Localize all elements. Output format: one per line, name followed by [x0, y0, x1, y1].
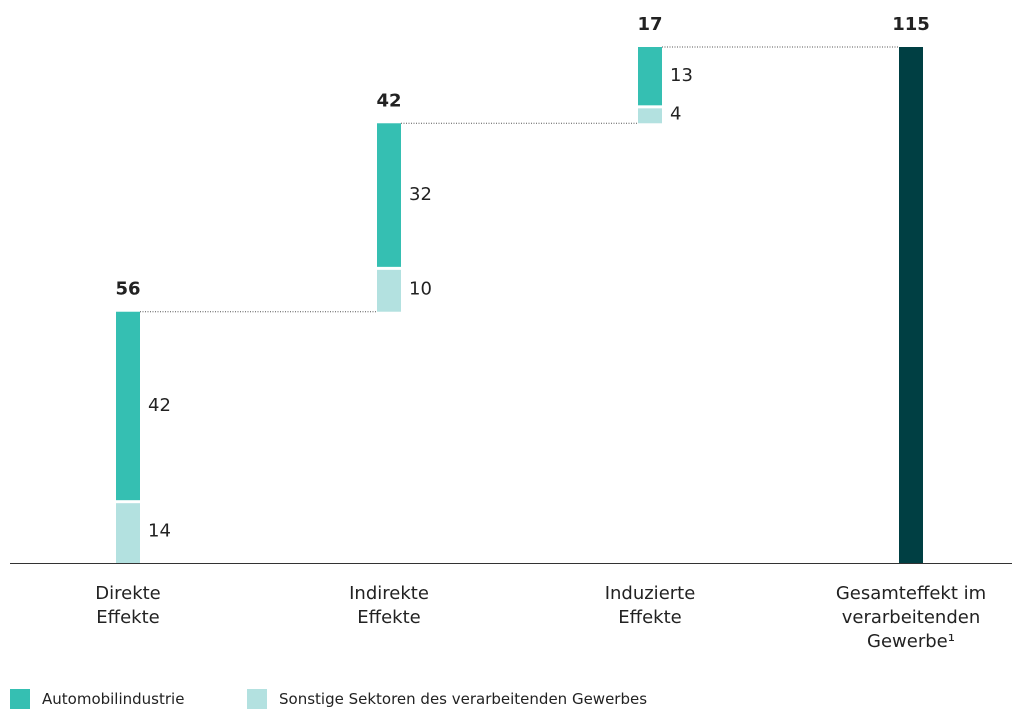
- value-label: 32: [409, 184, 432, 205]
- bar-segment: [116, 503, 140, 563]
- value-label: 4: [670, 103, 681, 124]
- value-label: 14: [148, 521, 171, 542]
- x-tick-label: Direkte Effekte: [95, 583, 161, 628]
- bar-segment: [377, 269, 401, 312]
- value-label: 13: [670, 65, 693, 86]
- bar-segment: [377, 123, 401, 267]
- total-bar: [899, 47, 923, 563]
- x-tick-label: Indirekte Effekte: [349, 583, 429, 628]
- bar-segment: [638, 108, 662, 124]
- legend-swatch: [10, 689, 30, 709]
- legend-item: Automobilindustrie: [10, 689, 184, 709]
- total-label: 17: [637, 14, 662, 35]
- legend-label: Sonstige Sektoren des verarbeitenden Gew…: [279, 690, 648, 708]
- bar-segment: [116, 311, 140, 501]
- value-label: 10: [409, 278, 432, 299]
- bar-segment: [638, 47, 662, 106]
- x-tick-label: Induzierte Effekte: [604, 583, 696, 628]
- legend-item: Sonstige Sektoren des verarbeitenden Gew…: [247, 689, 647, 709]
- legend-swatch: [247, 689, 267, 709]
- legend-label: Automobilindustrie: [42, 690, 185, 708]
- value-label: 42: [148, 395, 171, 416]
- total-label: 115: [892, 14, 930, 35]
- total-label: 56: [115, 279, 140, 300]
- total-label: 42: [376, 90, 401, 111]
- x-tick-label: Gesamteffekt im verarbeitenden Gewerbe¹: [835, 583, 987, 652]
